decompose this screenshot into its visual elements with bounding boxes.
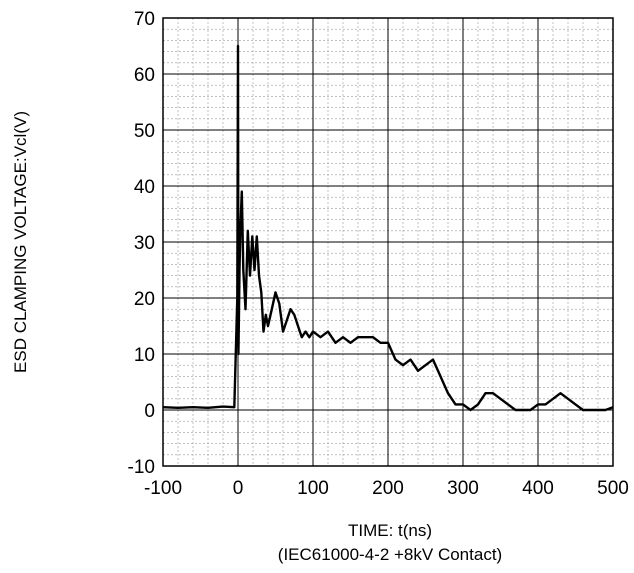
x-axis-note: (IEC61000-4-2 +8kV Contact) <box>278 545 502 564</box>
y-tick-label: 10 <box>134 345 155 366</box>
plot-frame <box>162 17 614 467</box>
x-tick-label: 300 <box>447 478 479 499</box>
y-axis-label: ESD CLAMPING VOLTAGE:Vcl(V) <box>11 111 30 373</box>
y-tick-label: 20 <box>134 289 155 310</box>
y-tick-label: -10 <box>128 457 155 478</box>
y-tick-label: 50 <box>134 121 155 142</box>
x-tick-label: 100 <box>297 478 329 499</box>
x-tick-label: 400 <box>522 478 554 499</box>
series-line <box>162 44 614 412</box>
x-tick-label: 200 <box>372 478 404 499</box>
grid <box>162 17 614 467</box>
y-tick-label: 0 <box>144 401 155 422</box>
y-tick-label: 70 <box>134 9 155 30</box>
y-tick-label: 40 <box>134 177 155 198</box>
x-tick-label: 0 <box>233 478 244 499</box>
x-tick-label: 500 <box>597 478 629 499</box>
y-tick-label: 60 <box>134 65 155 86</box>
x-axis-label: TIME: t(ns) <box>348 521 432 540</box>
x-tick-label: -100 <box>144 478 182 499</box>
y-tick-label: 30 <box>134 233 155 254</box>
